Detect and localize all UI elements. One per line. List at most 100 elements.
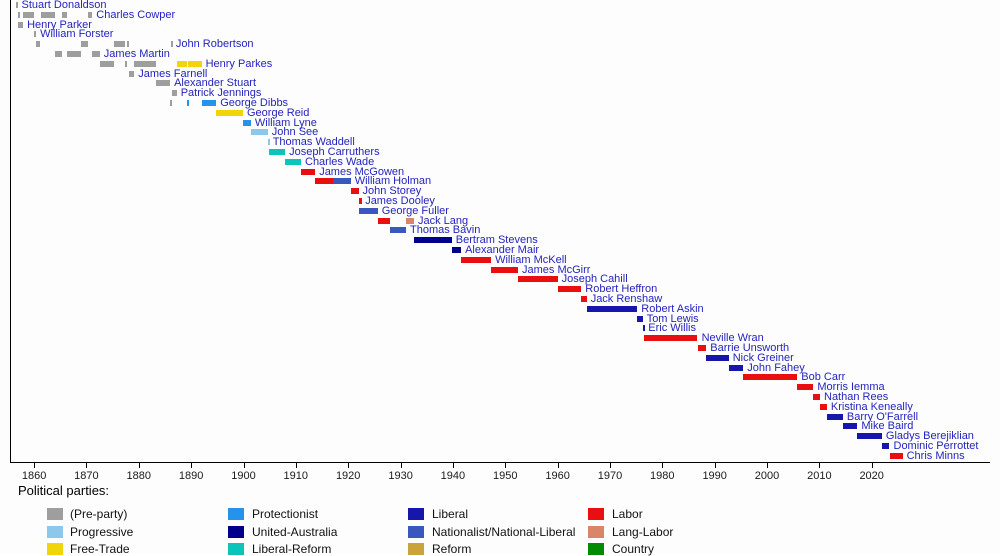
term-bar xyxy=(188,60,202,67)
premier-label[interactable]: John Robertson xyxy=(175,38,254,51)
premier-label[interactable]: Thomas Waddell xyxy=(272,136,355,149)
premier-label[interactable]: Mike Baird xyxy=(861,420,914,433)
premier-label[interactable]: James Farnell xyxy=(138,67,208,80)
legend-swatch-icon xyxy=(47,543,63,555)
term-bar xyxy=(461,256,492,263)
term-bar xyxy=(267,139,270,146)
premier-label[interactable]: James Dooley xyxy=(365,195,435,207)
term-bar xyxy=(155,80,171,87)
premier-label[interactable]: Dominic Perrottet xyxy=(893,440,979,452)
premier-label[interactable]: Chris Minns xyxy=(906,449,965,462)
premier-label[interactable]: Bertram Stevens xyxy=(455,234,538,247)
premier-label[interactable]: Bob Carr xyxy=(801,371,846,384)
premier-label[interactable]: William Holman xyxy=(354,175,432,188)
premier-label[interactable]: James Martin xyxy=(103,48,170,60)
premier-label[interactable]: Gladys Berejiklian xyxy=(885,430,974,443)
axis-tick xyxy=(662,463,664,468)
premier-label[interactable]: Henry Parkes xyxy=(205,57,273,70)
premier-label[interactable]: Barry O'Farrell xyxy=(846,410,919,423)
term-bar xyxy=(301,168,316,175)
term-bar xyxy=(361,207,378,214)
premier-label[interactable]: Nathan Rees xyxy=(824,391,889,403)
premier-label[interactable]: Joseph Cahill xyxy=(561,273,628,286)
premier-label[interactable]: Alexander Stuart xyxy=(174,77,257,90)
premier-label[interactable]: Robert Askin xyxy=(641,302,704,315)
term-bar xyxy=(857,433,882,440)
term-bar xyxy=(125,60,128,67)
axis-tick xyxy=(557,463,559,468)
premier-label[interactable]: Patrick Jennings xyxy=(180,87,262,100)
legend-label: Nationalist/National-Liberal xyxy=(432,524,576,539)
term-bar xyxy=(728,364,744,371)
term-bar xyxy=(129,70,135,77)
premier-label[interactable]: Joseph Carruthers xyxy=(289,146,380,158)
term-bar xyxy=(187,100,190,106)
axis-tick-label: 1880 xyxy=(126,470,152,482)
axis-tick-label: 1940 xyxy=(440,470,466,482)
axis-tick-label: 1970 xyxy=(597,470,623,482)
term-bar xyxy=(743,374,798,381)
premier-label[interactable]: William Lyne xyxy=(254,116,317,129)
axis-tick-label: 1920 xyxy=(335,470,361,482)
term-bar xyxy=(40,11,55,18)
premier-label[interactable]: Jack Renshaw xyxy=(590,293,663,305)
premier-label[interactable]: Nick Greiner xyxy=(732,351,794,364)
term-bar xyxy=(268,149,285,155)
term-bar xyxy=(842,423,858,430)
premier-label[interactable]: William Forster xyxy=(40,28,114,41)
term-bar xyxy=(491,266,519,273)
legend-label: Progressive xyxy=(70,524,134,539)
premier-label[interactable]: Alexander Mair xyxy=(465,244,540,256)
premier-label[interactable]: Thomas Bavin xyxy=(410,224,481,237)
legend-label: Protectionist xyxy=(252,507,319,521)
premier-label[interactable]: Charles Cowper xyxy=(96,8,176,21)
term-bar xyxy=(889,452,903,459)
premier-label[interactable]: Jack Lang xyxy=(418,214,469,227)
premier-label[interactable]: Tom Lewis xyxy=(646,312,699,325)
legend-label: Free-Trade xyxy=(70,542,130,556)
term-bar xyxy=(243,119,251,126)
term-bar xyxy=(451,247,462,253)
premier-label[interactable]: George Fuller xyxy=(381,204,449,217)
premier-label[interactable]: Neville Wran xyxy=(701,332,764,345)
premier-label[interactable]: Stuart Donaldson xyxy=(21,0,107,11)
term-bar xyxy=(66,51,82,57)
premier-label[interactable]: George Dibbs xyxy=(220,97,289,109)
term-bar xyxy=(315,178,333,185)
axis-tick xyxy=(505,463,507,468)
axis-tick-label: 2010 xyxy=(807,470,832,482)
premier-label[interactable]: Kristina Keneally xyxy=(830,400,913,413)
axis-tick xyxy=(400,463,402,468)
term-bar xyxy=(170,100,173,106)
term-bar xyxy=(99,60,115,67)
x-axis: 1860 1870 1880 1890 1900 1910 1920 1930 1940 1950… xyxy=(10,463,989,487)
premier-label[interactable]: James McGirr xyxy=(522,263,591,276)
premier-label[interactable]: James McGowen xyxy=(319,165,405,178)
premier-label[interactable]: Henry Parker xyxy=(27,18,92,31)
legend-swatch-icon xyxy=(228,525,244,538)
legend-swatch-icon xyxy=(588,508,604,520)
term-bar xyxy=(134,60,156,67)
premier-label[interactable]: Eric Willis xyxy=(648,322,696,335)
premier-label[interactable]: John Fahey xyxy=(747,361,805,374)
term-bar xyxy=(201,100,217,106)
term-bar xyxy=(87,11,93,18)
premier-label[interactable]: George Reid xyxy=(247,106,310,119)
axis-tick xyxy=(34,463,36,468)
term-bar xyxy=(813,394,820,400)
axis-tick-label: 1910 xyxy=(283,470,309,482)
term-bar xyxy=(377,217,390,224)
term-bar xyxy=(36,41,41,48)
premier-label[interactable]: William McKell xyxy=(495,253,567,266)
term-bar xyxy=(642,325,645,332)
premier-label[interactable]: John Storey xyxy=(362,185,422,198)
axis-tick xyxy=(610,463,611,468)
term-bar xyxy=(61,11,67,18)
premier-label[interactable]: Robert Heffron xyxy=(585,283,658,296)
axis-tick-label: 1870 xyxy=(74,470,99,482)
premier-label[interactable]: Charles Wade xyxy=(305,155,375,168)
legend-swatch-icon xyxy=(228,543,244,555)
premier-label[interactable]: Morris Iemma xyxy=(817,381,885,394)
premier-label[interactable]: John See xyxy=(271,126,319,139)
premier-label[interactable]: Barrie Unsworth xyxy=(710,342,790,354)
